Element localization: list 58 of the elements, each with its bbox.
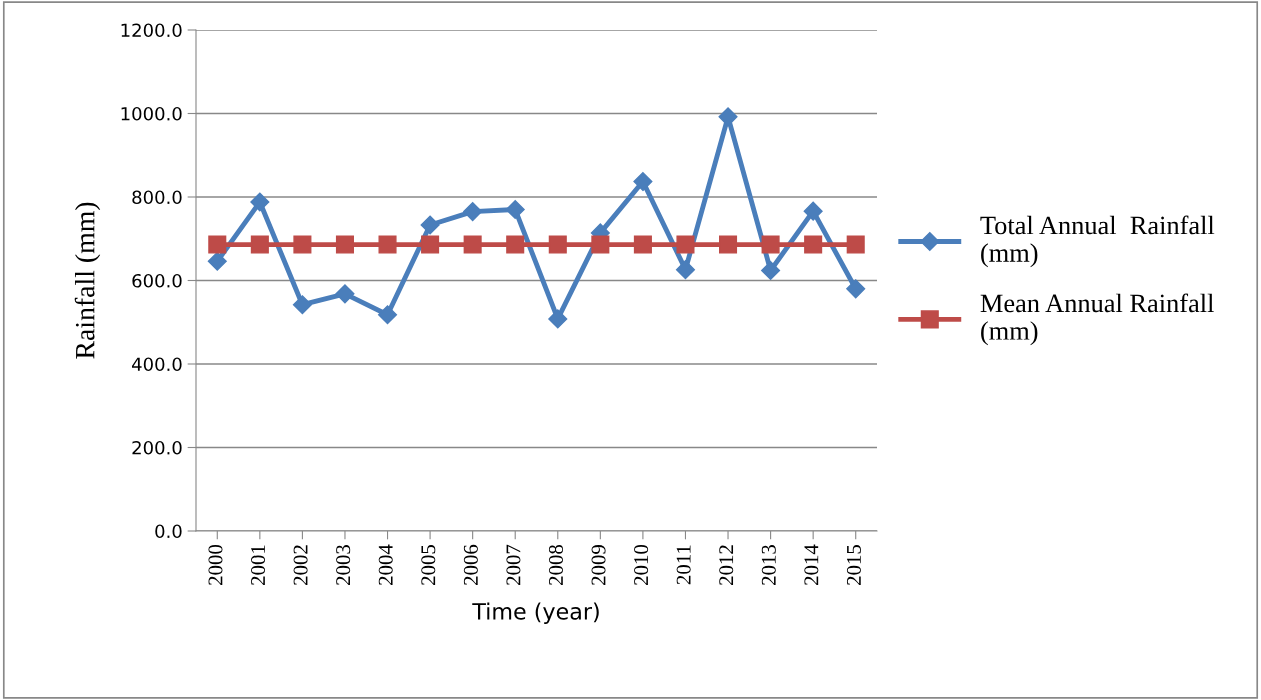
- point: [804, 235, 823, 254]
- point: [505, 199, 525, 220]
- point: [633, 172, 653, 192]
- point: [548, 235, 567, 254]
- point: [208, 235, 227, 254]
- y-axis-title: Rainfall (mm): [74, 202, 101, 359]
- point: [846, 279, 866, 299]
- x-tick-label: 2014: [804, 544, 819, 585]
- x-tick-label: 2004: [378, 544, 393, 585]
- point: [250, 235, 269, 254]
- y-tick-label: 0.0: [155, 524, 182, 539]
- x-tick-label: 2007: [506, 544, 521, 585]
- point: [463, 235, 482, 254]
- point: [506, 235, 525, 254]
- point: [675, 260, 696, 280]
- point: [377, 305, 398, 325]
- x-tick-label: 2012: [719, 545, 734, 585]
- legend-label: Mean Annual Rainfall (mm): [980, 293, 1214, 346]
- legend-label: Total Annual Rainfall (mm): [980, 215, 1215, 268]
- x-tick-label: 2002: [293, 545, 308, 585]
- point: [420, 215, 440, 235]
- x-tick-label: 2000: [208, 544, 223, 585]
- x-tick-label: 2011: [676, 545, 691, 585]
- x-tick-label: 2001: [251, 545, 266, 585]
- point: [548, 309, 568, 329]
- point: [207, 251, 227, 271]
- x-tick-label: 2013: [761, 545, 776, 585]
- x-tick-label: 2003: [336, 545, 351, 585]
- point: [803, 201, 823, 221]
- point: [676, 235, 695, 254]
- point: [761, 260, 781, 281]
- y-tick-label: 600.0: [132, 273, 182, 288]
- point: [591, 235, 610, 254]
- point: [292, 295, 312, 315]
- point: [463, 202, 483, 222]
- x-tick-label: 2006: [463, 544, 478, 585]
- y-tick-label: 400.0: [132, 357, 182, 372]
- x-tick-label: 2008: [548, 544, 563, 585]
- point: [335, 235, 354, 254]
- point: [378, 235, 397, 254]
- point: [718, 107, 738, 127]
- point: [633, 235, 652, 254]
- y-tick-label: 1000.0: [121, 106, 182, 121]
- point: [846, 235, 865, 254]
- point: [421, 235, 440, 254]
- y-tick-label: 200.0: [132, 440, 182, 455]
- x-tick-label: 2010: [634, 544, 649, 585]
- x-tick-label: 2009: [591, 545, 606, 585]
- point: [335, 284, 355, 304]
- point: [293, 235, 312, 254]
- y-tick-label: 800.0: [132, 190, 182, 205]
- point: [761, 235, 780, 254]
- y-tick-label: 1200.0: [121, 23, 182, 38]
- point: [719, 235, 738, 254]
- point: [250, 192, 270, 212]
- x-axis-title: Time (year): [472, 602, 599, 625]
- x-tick-label: 2005: [421, 545, 436, 585]
- x-tick-label: 2015: [846, 545, 861, 585]
